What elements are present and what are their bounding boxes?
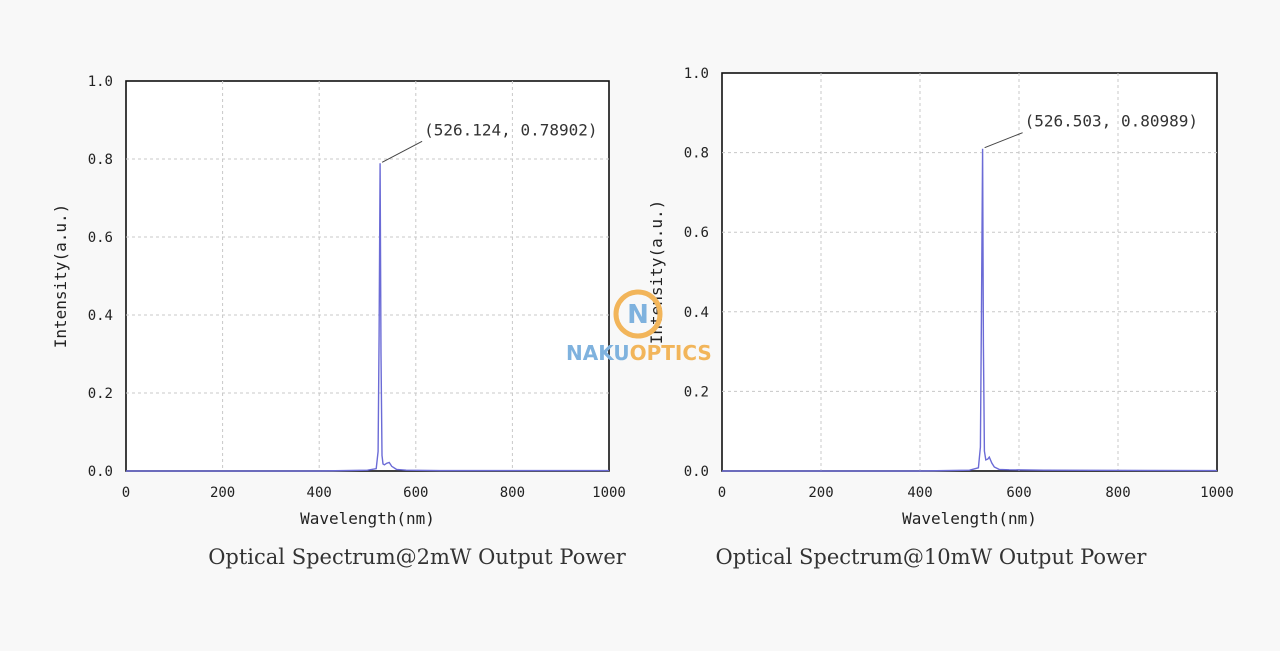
peak-annotation: (526.503, 0.80989) bbox=[1025, 112, 1198, 131]
plot-area bbox=[125, 80, 610, 472]
watermark-ring-icon bbox=[613, 289, 663, 339]
plot-area bbox=[721, 72, 1218, 472]
x-tick-label: 200 bbox=[210, 485, 235, 501]
y-tick-label: 0.4 bbox=[88, 308, 113, 324]
x-tick-label: 0 bbox=[122, 485, 130, 501]
spectrum-line bbox=[722, 148, 1218, 472]
y-tick-label: 0.4 bbox=[684, 305, 709, 321]
y-tick-label: 0.8 bbox=[88, 152, 113, 168]
y-tick-label: 0.2 bbox=[684, 384, 709, 400]
y-tick-label: 0.6 bbox=[88, 230, 113, 246]
x-tick-label: 1000 bbox=[592, 485, 626, 501]
chart-2mw: 0 200 400 600 800 1000 0.0 0.2 0.4 0.6 0.8 1.0 Wavel… bbox=[51, 74, 627, 569]
watermark-text-optics: OPTICS bbox=[630, 341, 712, 365]
y-tick-label: 1.0 bbox=[684, 66, 709, 82]
spectrum-line bbox=[126, 163, 609, 472]
peak-annotation: (526.124, 0.78902) bbox=[424, 120, 597, 139]
watermark-logo: N NAKUOPTICS bbox=[566, 289, 712, 365]
y-tick-label: 0.8 bbox=[684, 146, 709, 162]
x-tick-label: 400 bbox=[907, 485, 932, 501]
chart-caption: Optical Spectrum@2mW Output Power bbox=[208, 545, 627, 569]
watermark-letter: N bbox=[627, 300, 649, 330]
watermark-text-naku: NAKU bbox=[566, 341, 630, 365]
x-tick-label: 1000 bbox=[1200, 485, 1234, 501]
y-tick-label: 0.6 bbox=[684, 225, 709, 241]
x-tick-label: 400 bbox=[307, 485, 332, 501]
y-tick-label: 0.0 bbox=[684, 464, 709, 480]
watermark-text: NAKUOPTICS bbox=[566, 341, 712, 365]
x-tick-label: 0 bbox=[718, 485, 726, 501]
chart-10mw: 0 200 400 600 800 1000 0.0 0.2 0.4 0.6 0.8 1.0 Wavel… bbox=[647, 66, 1234, 569]
x-tick-label: 600 bbox=[1006, 485, 1031, 501]
chart-caption: Optical Spectrum@10mW Output Power bbox=[716, 545, 1148, 569]
x-axis-label: Wavelength(nm) bbox=[902, 509, 1037, 528]
y-tick-label: 0.0 bbox=[88, 464, 113, 480]
annotation-leader bbox=[381, 140, 423, 163]
x-axis-label: Wavelength(nm) bbox=[300, 509, 435, 528]
x-tick-label: 800 bbox=[1105, 485, 1130, 501]
x-tick-label: 600 bbox=[403, 485, 428, 501]
y-axis-label: Intensity(a.u.) bbox=[51, 204, 70, 349]
y-tick-label: 1.0 bbox=[88, 74, 113, 90]
annotation-leader bbox=[984, 132, 1023, 149]
x-tick-label: 200 bbox=[808, 485, 833, 501]
x-tick-label: 800 bbox=[500, 485, 525, 501]
y-tick-label: 0.2 bbox=[88, 386, 113, 402]
